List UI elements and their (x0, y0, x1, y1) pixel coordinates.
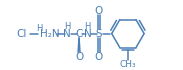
Text: H₂N: H₂N (40, 29, 59, 39)
Text: C: C (75, 29, 83, 39)
Text: S: S (96, 29, 102, 39)
Text: H: H (36, 24, 43, 33)
Text: CH₃: CH₃ (119, 60, 136, 69)
Text: H: H (64, 22, 70, 31)
Text: Cl: Cl (17, 29, 27, 39)
Text: H: H (85, 22, 91, 31)
Text: O: O (95, 6, 103, 16)
Text: N: N (84, 29, 92, 39)
Text: N: N (63, 29, 71, 39)
Text: O: O (95, 52, 103, 62)
Text: O: O (75, 52, 83, 62)
